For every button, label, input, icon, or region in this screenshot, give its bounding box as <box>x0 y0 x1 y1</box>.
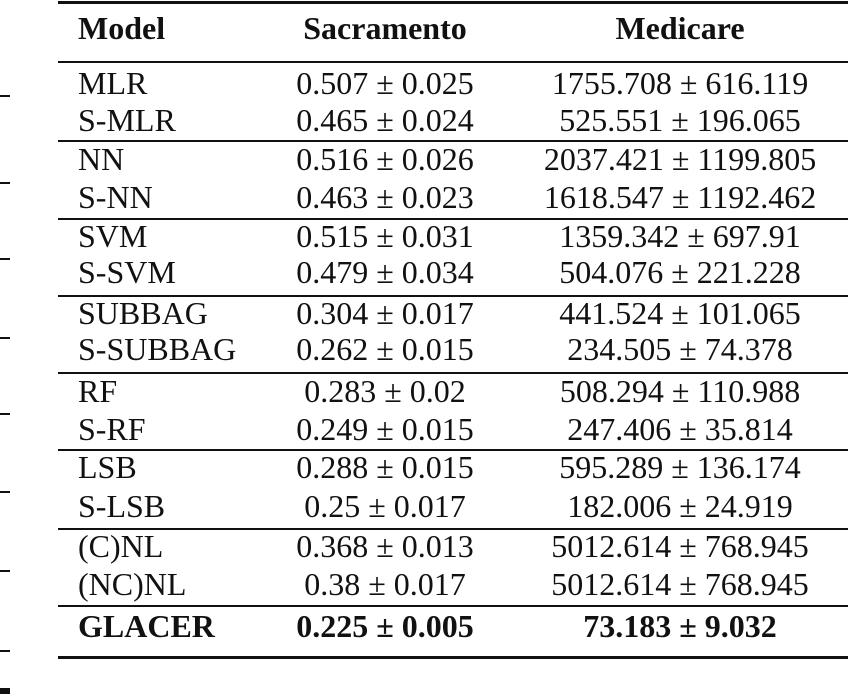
model-cell: LSB <box>78 449 137 485</box>
value-cell: 1359.342 ± 697.91 <box>559 218 801 254</box>
margin-mark <box>0 337 10 339</box>
model-cell: MLR <box>78 65 148 101</box>
margin-mark <box>0 491 10 493</box>
header-cell: Sacramento <box>303 10 467 46</box>
group-rule <box>58 140 848 142</box>
margin-mark <box>0 182 10 184</box>
value-cell: 0.225 ± 0.005 <box>296 608 474 644</box>
value-cell: 0.38 ± 0.017 <box>304 566 466 602</box>
group-rule <box>58 605 848 607</box>
group-rule <box>58 372 848 374</box>
value-cell: 0.249 ± 0.015 <box>296 411 474 447</box>
value-cell: 2037.421 ± 1199.805 <box>543 141 817 177</box>
value-cell: 0.479 ± 0.034 <box>296 254 474 290</box>
model-cell: RF <box>78 373 118 409</box>
header-cell: Model <box>78 10 166 46</box>
model-cell: GLACER <box>78 608 215 644</box>
value-cell: 73.183 ± 9.032 <box>583 608 777 644</box>
group-rule <box>58 295 848 297</box>
margin-mark <box>0 570 10 572</box>
model-cell: S-MLR <box>78 102 176 138</box>
value-cell: 0.465 ± 0.024 <box>296 102 474 138</box>
value-cell: 0.283 ± 0.02 <box>304 373 466 409</box>
value-cell: 0.507 ± 0.025 <box>296 65 474 101</box>
model-cell: SUBBAG <box>78 295 208 331</box>
value-cell: 504.076 ± 221.228 <box>559 254 801 290</box>
value-cell: 595.289 ± 136.174 <box>559 449 801 485</box>
group-rule <box>58 449 848 451</box>
model-cell: S-SUBBAG <box>78 331 237 367</box>
value-cell: 1755.708 ± 616.119 <box>551 65 809 101</box>
value-cell: 0.516 ± 0.026 <box>296 141 474 177</box>
value-cell: 5012.614 ± 768.945 <box>551 566 809 602</box>
model-cell: S-NN <box>78 179 153 215</box>
header-rule <box>58 61 848 63</box>
value-cell: 0.288 ± 0.015 <box>296 449 474 485</box>
value-cell: 525.551 ± 196.065 <box>559 102 801 138</box>
value-cell: 0.515 ± 0.031 <box>296 218 474 254</box>
margin-mark <box>0 688 10 694</box>
value-cell: 0.463 ± 0.023 <box>296 179 474 215</box>
model-cell: S-LSB <box>78 488 166 524</box>
value-cell: 0.304 ± 0.017 <box>296 295 474 331</box>
model-cell: S-RF <box>78 411 146 447</box>
top-rule <box>58 1 848 4</box>
model-cell: S-SVM <box>78 254 176 290</box>
value-cell: 247.406 ± 35.814 <box>567 411 793 447</box>
margin-mark <box>0 258 10 260</box>
margin-mark <box>0 650 10 652</box>
model-cell: (NC)NL <box>78 566 187 602</box>
value-cell: 508.294 ± 110.988 <box>559 373 801 409</box>
margin-mark <box>0 95 10 97</box>
bottom-rule <box>58 656 848 659</box>
value-cell: 1618.547 ± 1192.462 <box>543 179 817 215</box>
header-cell: Medicare <box>615 10 745 46</box>
value-cell: 0.262 ± 0.015 <box>296 331 474 367</box>
model-cell: SVM <box>78 218 148 254</box>
value-cell: 234.505 ± 74.378 <box>567 331 793 367</box>
group-rule <box>58 218 848 220</box>
value-cell: 441.524 ± 101.065 <box>559 295 801 331</box>
model-cell: NN <box>78 141 125 177</box>
value-cell: 182.006 ± 24.919 <box>567 488 793 524</box>
value-cell: 0.368 ± 0.013 <box>296 528 474 564</box>
value-cell: 0.25 ± 0.017 <box>304 488 466 524</box>
group-rule <box>58 528 848 530</box>
value-cell: 5012.614 ± 768.945 <box>551 528 809 564</box>
model-cell: (C)NL <box>78 528 164 564</box>
margin-mark <box>0 413 10 415</box>
